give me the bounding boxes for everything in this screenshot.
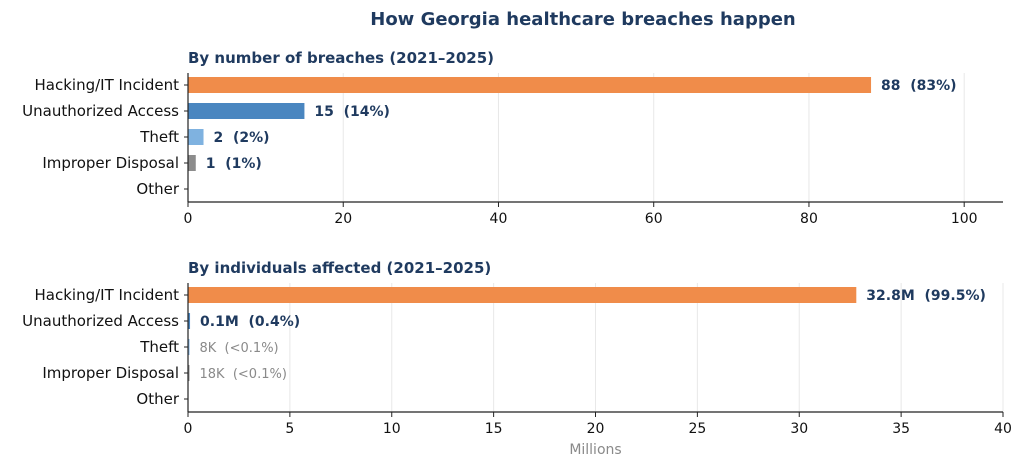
x-tick-label: 30	[790, 421, 808, 437]
x-tick-label: 25	[688, 421, 706, 437]
bar-theft	[188, 129, 204, 145]
x-tick-label: 60	[645, 211, 663, 227]
category-label: Unauthorized Access	[22, 312, 179, 330]
category-label: Theft	[139, 338, 179, 356]
x-tick-label: 0	[184, 211, 193, 227]
bar-unauthorized-access	[188, 103, 305, 119]
data-label: 32.8M (99.5%)	[866, 288, 986, 304]
data-label: 2 (2%)	[214, 130, 270, 146]
x-tick-label: 15	[485, 421, 503, 437]
x-tick-label: 20	[587, 421, 605, 437]
x-tick-label: 0	[184, 421, 193, 437]
category-label: Improper Disposal	[42, 364, 179, 382]
panel-title: By individuals affected (2021–2025)	[188, 259, 491, 277]
category-label: Other	[136, 180, 179, 198]
panel-title: By number of breaches (2021–2025)	[188, 49, 494, 67]
x-tick-label: 5	[285, 421, 294, 437]
category-label: Improper Disposal	[42, 154, 179, 172]
data-label: 15 (14%)	[314, 104, 390, 120]
data-label: 0.1M (0.4%)	[200, 314, 300, 330]
bar-unauthorized-access	[188, 313, 191, 329]
category-label: Hacking/IT Incident	[35, 76, 180, 94]
figure-title: How Georgia healthcare breaches happen	[370, 9, 796, 30]
bar-theft	[188, 339, 190, 355]
category-label: Other	[136, 390, 179, 408]
category-label: Hacking/IT Incident	[35, 286, 180, 304]
bar-hacking-it-incident	[188, 77, 872, 93]
x-tick-label: 20	[334, 211, 352, 227]
data-label: 88 (83%)	[881, 78, 957, 94]
x-tick-label: 10	[383, 421, 401, 437]
bar-hacking-it-incident	[188, 287, 857, 303]
data-label: 18K (<0.1%)	[200, 367, 287, 382]
data-label: 8K (<0.1%)	[200, 341, 279, 356]
chart-panel-2: By individuals affected (2021–2025) Hacki…	[22, 259, 1012, 458]
bar-improper-disposal	[188, 155, 196, 171]
category-label: Unauthorized Access	[22, 102, 179, 120]
category-label: Theft	[139, 128, 179, 146]
x-tick-label: 100	[951, 211, 978, 227]
bar-improper-disposal	[188, 365, 190, 381]
data-label: 1 (1%)	[206, 156, 262, 172]
x-tick-label: 40	[490, 211, 508, 227]
x-axis-label: Millions	[569, 442, 621, 458]
x-tick-label: 35	[892, 421, 910, 437]
chart-panel-1: By number of breaches (2021–2025) Hacking…	[22, 49, 1003, 227]
x-tick-label: 80	[800, 211, 818, 227]
x-tick-label: 40	[994, 421, 1012, 437]
